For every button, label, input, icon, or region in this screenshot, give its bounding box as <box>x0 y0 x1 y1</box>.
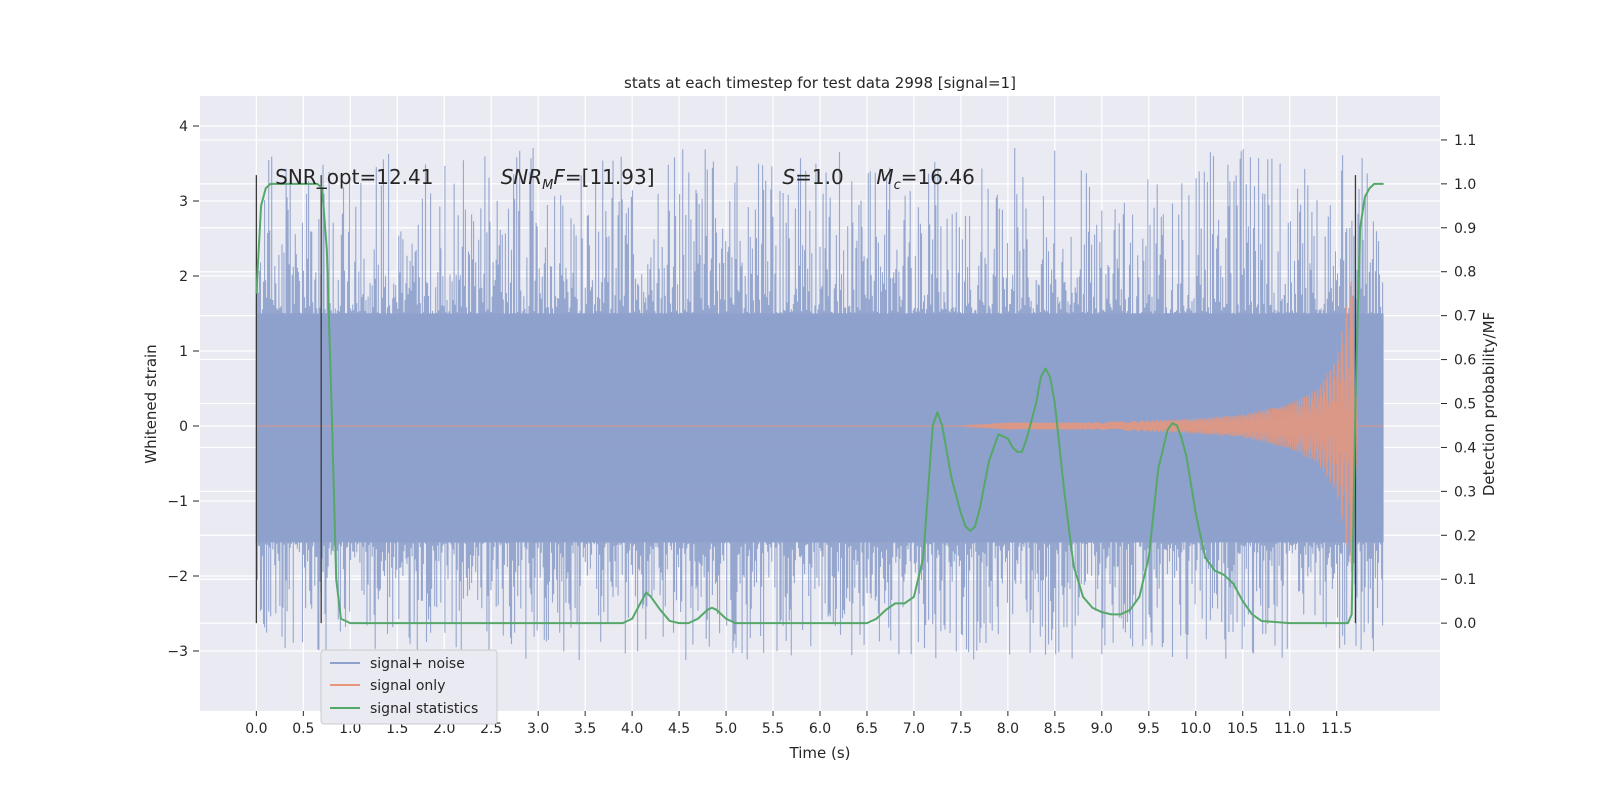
y2-axis-ticks: 0.0 0.1 0.2 0.3 0.4 0.5 0.6 0.7 0.8 0.9 1.0 1.1 <box>1441 133 1476 632</box>
signal-statistics-line <box>255 182 1384 625</box>
legend: signal+ noise signal only signal statist… <box>320 649 498 725</box>
x-tick-label-23: 11.5 <box>1321 721 1352 737</box>
series-signal-only <box>256 281 1384 573</box>
annotation-2: S=1.0 <box>782 165 843 189</box>
y2-tick-label-7: 0.7 <box>1454 309 1476 325</box>
legend-box <box>320 649 498 725</box>
y2-tick-label-3: 0.3 <box>1454 484 1476 500</box>
x-tick-label-16: 8.0 <box>997 721 1019 737</box>
y-tick-label-7: 4 <box>179 119 188 135</box>
y2-tick-label-11: 1.1 <box>1454 133 1476 149</box>
annotation-1: SNRMF=[11.93] <box>501 165 655 193</box>
y2-axis-label: Detection probability/MF <box>1480 312 1498 496</box>
x-tick-label-7: 3.5 <box>574 721 596 737</box>
x-tick-label-12: 6.0 <box>809 721 831 737</box>
y-tick-label-4: 1 <box>179 344 188 360</box>
annotation-0: SNR_opt=12.41 <box>275 165 433 189</box>
x-tick-label-0: 0.0 <box>245 721 267 737</box>
y-tick-label-6: 3 <box>179 194 188 210</box>
annotations: SNR_opt=12.41 SNRMF=[11.93] S=1.0 Mc=16.46 <box>275 165 975 193</box>
x-tick-label-18: 9.0 <box>1091 721 1113 737</box>
y2-tick-label-6: 0.6 <box>1454 353 1476 369</box>
x-tick-label-22: 11.0 <box>1274 721 1305 737</box>
x-tick-label-5: 2.5 <box>480 721 502 737</box>
legend-label-signal-statistics: signal statistics <box>370 701 478 717</box>
series-signal-statistics <box>255 182 1384 625</box>
x-tick-label-10: 5.0 <box>715 721 737 737</box>
chart-title: stats at each timestep for test data 299… <box>624 74 1016 92</box>
x-tick-label-8: 4.0 <box>621 721 643 737</box>
y2-tick-label-10: 1.0 <box>1454 177 1476 193</box>
x-tick-label-1: 0.5 <box>292 721 314 737</box>
y2-tick-label-9: 0.9 <box>1454 221 1476 237</box>
x-axis-label: Time (s) <box>789 744 851 762</box>
x-tick-label-15: 7.5 <box>950 721 972 737</box>
y2-tick-label-4: 0.4 <box>1454 440 1476 456</box>
y2-tick-label-8: 0.8 <box>1454 265 1476 281</box>
y-tick-label-0: −3 <box>167 644 188 660</box>
x-tick-label-13: 6.5 <box>856 721 878 737</box>
y-tick-label-2: −1 <box>167 494 188 510</box>
y-tick-label-1: −2 <box>167 569 188 585</box>
x-tick-label-11: 5.5 <box>762 721 784 737</box>
legend-label-signal-noise: signal+ noise <box>370 656 465 672</box>
y-tick-label-3: 0 <box>179 419 188 435</box>
y2-tick-label-1: 0.1 <box>1454 572 1476 588</box>
x-tick-label-21: 10.5 <box>1227 721 1258 737</box>
y-tick-label-5: 2 <box>179 269 188 285</box>
x-tick-label-2: 1.0 <box>339 721 361 737</box>
annotation-3: Mc=16.46 <box>876 165 974 193</box>
x-tick-label-3: 1.5 <box>386 721 408 737</box>
signal-only-line <box>256 281 1384 573</box>
x-tick-label-6: 3.0 <box>527 721 549 737</box>
x-tick-label-9: 4.5 <box>668 721 690 737</box>
legend-label-signal-only: signal only <box>370 678 445 694</box>
x-tick-label-4: 2.0 <box>433 721 455 737</box>
y-axis-label: Whitened strain <box>142 344 160 463</box>
x-tick-label-17: 8.5 <box>1044 721 1066 737</box>
x-tick-label-20: 10.0 <box>1180 721 1211 737</box>
x-tick-label-19: 9.5 <box>1138 721 1160 737</box>
y2-tick-label-5: 0.5 <box>1454 397 1476 413</box>
y2-tick-label-0: 0.0 <box>1454 616 1476 632</box>
x-tick-label-14: 7.0 <box>903 721 925 737</box>
y-axis-ticks: −3 −2 −1 0 1 2 3 4 <box>167 119 199 660</box>
x-axis-ticks: 0.0 0.5 1.0 1.5 2.0 2.5 3.0 3.5 4.0 4.5 5.0 5.5 6.0 6… <box>245 711 1352 737</box>
y2-tick-label-2: 0.2 <box>1454 528 1476 544</box>
